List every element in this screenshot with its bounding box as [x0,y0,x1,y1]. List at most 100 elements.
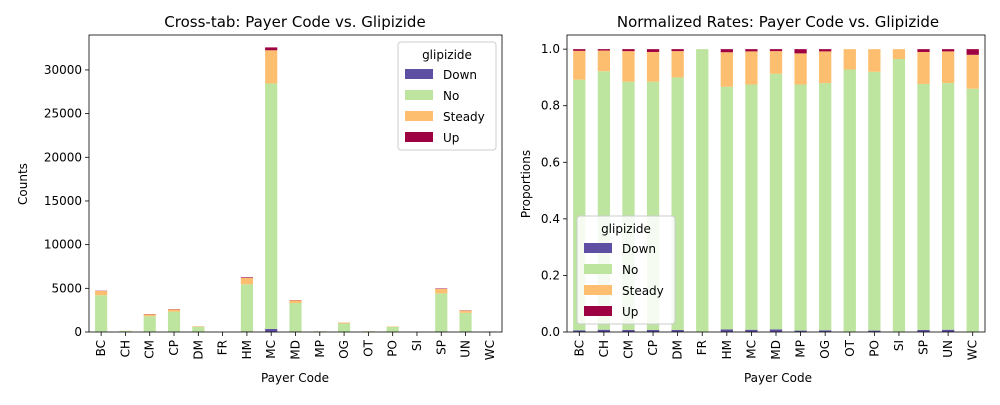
legend-swatch-down [584,243,612,253]
bar-up-UN [942,49,954,51]
y-tick-label: 25000 [44,107,82,121]
x-tick-label: BC [572,340,586,356]
bar-no-FR [696,49,708,332]
bar-steady-CM [144,314,156,316]
bar-no-PO [868,72,880,331]
bar-up-BC [573,49,585,51]
bar-steady-DM [192,326,204,327]
bar-steady-UN [459,311,471,313]
y-tick-label: 1.0 [541,42,560,56]
x-tick-label: OT [361,339,375,356]
bar-no-HM [241,284,253,331]
legend-swatch-down [405,69,433,79]
bar-steady-MP [794,53,806,84]
bar-no-MD [770,74,782,330]
x-tick-label: UN [941,340,955,358]
x-tick-label: SP [917,340,931,355]
bar-no-SP [917,84,929,330]
bar-up-HM [721,49,733,52]
bar-no-MP [794,85,806,331]
bar-steady-CH [598,51,610,72]
bar-steady-MD [770,51,782,74]
x-tick-label: CM [621,340,635,359]
y-tick-label: 0.0 [541,325,560,339]
bar-up-CH [598,49,610,50]
bar-steady-CP [168,309,180,311]
legend-label-up: Up [443,131,459,145]
x-tick-label: UN [459,340,473,358]
bar-steady-BC [95,291,107,295]
bar-up-WC [967,49,979,55]
x-tick-label: DM [191,340,205,360]
bar-no-UN [459,313,471,332]
y-tick-label: 5000 [51,281,82,295]
bar-steady-OT [844,49,856,69]
x-tick-label: SP [434,340,448,355]
bar-no-MD [289,303,301,332]
bar-steady-HM [721,52,733,87]
bar-no-HM [721,87,733,330]
bar-no-CP [168,312,180,332]
legend-swatch-steady [584,285,612,295]
bar-no-SI [893,59,905,332]
bar-steady-DM [672,51,684,77]
y-axis-label: Counts [16,163,30,205]
x-tick-label: MP [313,340,327,358]
bar-steady-CM [622,51,634,82]
bar-no-DM [192,327,204,332]
legend-swatch-steady [405,111,433,121]
bar-down-MC [265,329,277,332]
bar-steady-WC [967,55,979,89]
bar-no-CM [144,316,156,332]
bar-no-SP [435,293,447,331]
bar-up-OG [819,49,831,51]
bar-no-UN [942,83,954,330]
bar-no-MC [745,85,757,330]
bar-no-MC [265,83,277,328]
x-tick-label: CM [143,340,157,359]
x-axis-label: Payer Code [261,371,329,385]
x-tick-label: FR [695,340,709,355]
bar-steady-HM [241,278,253,284]
bar-up-MP [794,49,806,53]
bar-up-DM [672,49,684,51]
legend-label-down: Down [443,68,477,82]
legend-swatch-no [405,90,433,100]
legend-label-steady: Steady [443,110,485,124]
bar-up-HM [241,277,253,278]
y-tick-label: 0.8 [541,99,560,113]
legend-title: glipizide [601,222,651,236]
x-tick-label: WC [966,340,980,360]
counts-chart: Cross-tab: Payer Code vs. Glipizide Coun… [16,13,502,385]
bar-up-CM [622,49,634,51]
bar-no-WC [967,89,979,332]
legend-label-steady: Steady [622,284,664,298]
y-tick-label: 0.2 [541,268,560,282]
x-tick-label: SI [410,340,424,351]
x-tick-label: DM [671,340,685,360]
legend-label-down: Down [622,242,656,256]
bar-no-OT [844,70,856,332]
x-tick-label: OT [843,339,857,356]
bar-steady-SI [893,49,905,59]
legend-label-up: Up [622,305,638,319]
bar-steady-MC [745,51,757,84]
x-tick-label: PO [867,340,881,357]
y-tick-label: 30000 [44,63,82,77]
bar-no-OG [338,324,350,332]
chart-title: Normalized Rates: Payer Code vs. Glipizi… [617,13,939,31]
x-tick-label: HM [720,340,734,359]
proportions-chart: Normalized Rates: Payer Code vs. Glipizi… [519,13,985,385]
x-tick-label: BC [94,340,108,356]
x-tick-label: MP [794,340,808,358]
bar-up-MD [770,49,782,51]
bar-no-OG [819,83,831,330]
bar-steady-BC [573,51,585,80]
legend-swatch-up [584,306,612,316]
bar-steady-CP [647,52,659,82]
x-tick-label: MD [289,340,303,360]
